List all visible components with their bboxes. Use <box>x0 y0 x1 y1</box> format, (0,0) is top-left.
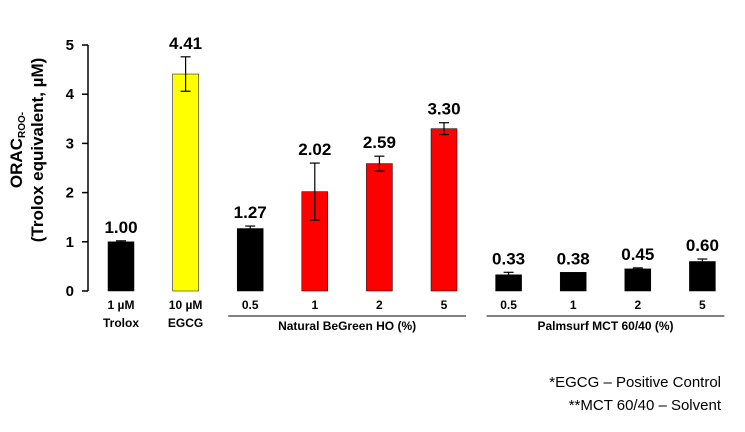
bar <box>236 228 264 292</box>
category-label: 2 <box>634 298 641 312</box>
bar-value-label: 1.27 <box>234 203 267 222</box>
y-tick-label: 0 <box>66 283 74 300</box>
bar-value-label: 0.45 <box>621 245 654 264</box>
bar-value-label: 0.38 <box>557 249 590 268</box>
bar <box>107 241 135 292</box>
bars: 1.00 1 µM Trolox 4.41 10 µM EGCG 1.27 0.5 2.02 1 2… <box>103 34 719 330</box>
note-solvent: **MCT 60/40 – Solvent <box>568 397 721 414</box>
category-groups: Natural BeGreen HO (%) Palmsurf MCT 60/40… <box>228 315 725 333</box>
bar-value-label: 4.41 <box>169 34 202 53</box>
category-label: 1 µM <box>108 298 135 312</box>
y-axis-title-subscript: ROO- <box>17 112 28 138</box>
bar-value-label: 2.02 <box>298 140 331 159</box>
y-tick-label: 4 <box>66 86 75 103</box>
group-label: Natural BeGreen HO (%) <box>278 319 416 333</box>
bar-value-label: 2.59 <box>363 133 396 152</box>
bar <box>366 163 393 292</box>
bar-value-label: 0.33 <box>492 249 525 268</box>
category-label: 10 µM <box>169 298 203 312</box>
group-label: Palmsurf MCT 60/40 (%) <box>537 319 673 333</box>
category-label: 5 <box>441 298 448 312</box>
category-label: 1 <box>311 298 318 312</box>
category-label-line2: Trolox <box>103 316 139 330</box>
bar <box>559 272 587 292</box>
bar <box>430 128 458 292</box>
category-label: 0.5 <box>242 298 259 312</box>
y-axis-title-main: ORAC <box>7 138 26 188</box>
y-tick-label: 3 <box>66 135 74 152</box>
bar <box>301 191 329 292</box>
y-axis-title-line1: ORACROO- <box>7 112 28 188</box>
note-positive-control: *EGCG – Positive Control <box>549 374 721 391</box>
bar-value-label: 3.30 <box>427 100 460 119</box>
y-axis-title-line2: (Trolox equivalent, µM) <box>28 58 47 243</box>
y-tick-label: 2 <box>66 185 74 202</box>
category-label: 0.5 <box>500 298 517 312</box>
bar-value-label: 0.60 <box>686 236 719 255</box>
y-axis-ticks: 0 1 2 3 4 5 <box>66 37 88 300</box>
bar-value-label: 1.00 <box>104 218 137 237</box>
y-axis-title: ORACROO- (Trolox equivalent, µM) <box>7 58 47 243</box>
y-tick-label: 1 <box>66 234 74 251</box>
category-label: 1 <box>570 298 577 312</box>
bar <box>624 268 652 292</box>
chart: ORACROO- (Trolox equivalent, µM) 012345 … <box>7 34 725 333</box>
y-tick-label: 5 <box>66 37 74 54</box>
bar <box>689 261 716 292</box>
category-label: 2 <box>376 298 383 312</box>
category-label: 5 <box>699 298 706 312</box>
category-label-line2: EGCG <box>168 316 203 330</box>
bar <box>172 73 199 292</box>
